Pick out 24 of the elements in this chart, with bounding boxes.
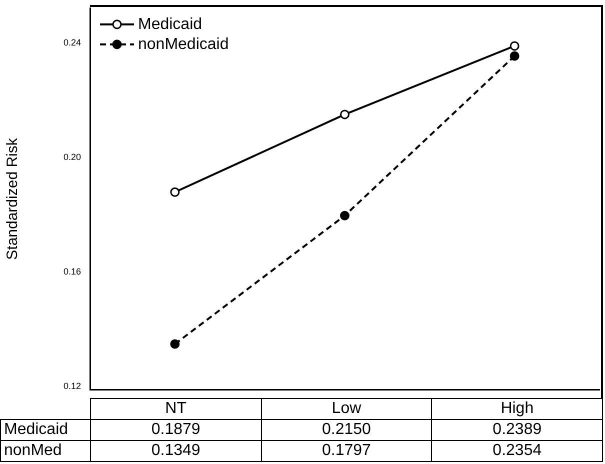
x-tick-label: NT xyxy=(90,398,262,420)
data-label: 0.2389 xyxy=(432,420,602,440)
point xyxy=(340,110,350,120)
y-tick-label: 0.12 xyxy=(63,381,81,392)
text: nonMed xyxy=(0,440,90,462)
point xyxy=(170,187,180,197)
legend-label: nonMedicaid xyxy=(138,36,229,53)
y-tick-label: 0.16 xyxy=(63,266,81,277)
data-label: 0.1797 xyxy=(261,440,432,462)
y-tick-label: 0.24 xyxy=(63,37,81,48)
point xyxy=(340,210,350,220)
x-tick-label: High xyxy=(432,398,602,420)
y-tick-label: 0.20 xyxy=(63,152,81,162)
point xyxy=(170,339,180,349)
legend-label: Medicaid xyxy=(138,16,202,33)
data-label: 0.1349 xyxy=(90,440,262,462)
x-tick-label: Low xyxy=(261,398,432,420)
y-axis-title: Standardized Risk xyxy=(4,138,22,260)
data-label: 0.1879 xyxy=(90,420,262,440)
text: Medicaid xyxy=(0,420,90,440)
data-label: 0.2150 xyxy=(261,420,432,440)
data-label: 0.2354 xyxy=(432,440,602,462)
point xyxy=(510,41,520,51)
point xyxy=(510,51,520,61)
